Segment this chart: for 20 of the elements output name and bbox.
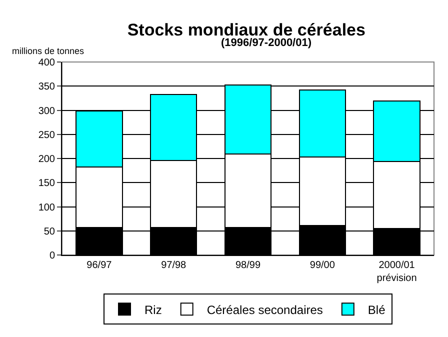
y-tick-label: 150 <box>38 178 56 190</box>
y-tick-label: 50 <box>44 226 56 238</box>
y-tick-label: 300 <box>38 106 56 117</box>
x-tick-label: 97/98 <box>161 260 187 271</box>
x-tick-label: 99/00 <box>310 260 336 271</box>
y-tick-label: 250 <box>38 130 56 141</box>
y-tick-label: 100 <box>38 202 56 214</box>
x-tick-label: 2000/01 prévision <box>376 260 417 284</box>
y-tick-label: 0 <box>49 250 56 262</box>
y-axis-title: millions de tonnes <box>12 46 85 56</box>
chart-title: Stocks mondiaux de céréales <box>127 20 366 40</box>
y-tick-label: 350 <box>38 82 56 93</box>
legend-label: Riz <box>144 302 162 317</box>
y-tick-label: 400 <box>38 58 56 68</box>
x-tick-label: 98/99 <box>235 260 261 271</box>
legend-label: Céréales secondaires <box>206 302 323 317</box>
legend-label: Blé <box>368 302 386 317</box>
x-tick-label: 96/97 <box>86 260 112 271</box>
y-tick-label: 200 <box>38 154 56 165</box>
chart-subtitle: (1996/97-2000/01) <box>221 37 312 49</box>
